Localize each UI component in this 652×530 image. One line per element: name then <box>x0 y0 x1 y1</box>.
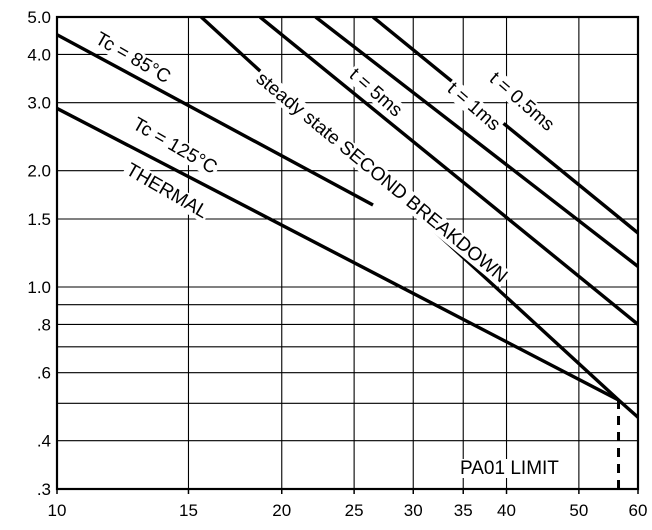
x-tick-label-60: 60 <box>629 501 648 520</box>
x-tick-label-35: 35 <box>454 501 473 520</box>
series-line-5 <box>57 106 620 402</box>
y-tick-label-3.0: 3.0 <box>27 94 51 113</box>
y-tick-label-.3: .3 <box>37 480 51 499</box>
x-tick-label-25: 25 <box>345 501 364 520</box>
label-t-1ms-bg <box>442 77 506 136</box>
y-tick-label-1.0: 1.0 <box>27 278 51 297</box>
label-thermal-bg <box>120 159 213 224</box>
y-tick-label-.6: .6 <box>37 364 51 383</box>
series-line-1 <box>314 17 638 268</box>
y-tick-label-4.0: 4.0 <box>27 45 51 64</box>
y-tick-label-2.0: 2.0 <box>27 162 51 181</box>
y-tick-label-5.0: 5.0 <box>27 8 51 27</box>
x-tick-label-50: 50 <box>569 501 588 520</box>
label-tc-85-bg <box>90 28 176 89</box>
x-tick-label-10: 10 <box>48 501 67 520</box>
plot-frame <box>55 15 640 491</box>
x-tick-label-20: 20 <box>272 501 291 520</box>
tick-labels: 10 15 20 25 30 35 40 50 60 .3 .4 .6 .8 1.0 1.5 2.0 3.0 4.… <box>27 8 647 520</box>
y-tick-label-.8: .8 <box>37 315 51 334</box>
label-steady-state-bg <box>250 67 513 288</box>
y-tick-label-.4: .4 <box>37 432 51 451</box>
series-layer <box>57 17 638 489</box>
annotations-layer: t = 0.5ms t = 1ms t = 5ms steady state S… <box>90 28 562 479</box>
x-tick-label-15: 15 <box>179 501 198 520</box>
series-line-0 <box>371 17 638 235</box>
y-tick-label-1.5: 1.5 <box>27 210 51 229</box>
x-tick-label-30: 30 <box>404 501 423 520</box>
label-t-5ms-bg <box>344 63 408 122</box>
label-t-0.5ms-bg <box>484 67 560 137</box>
x-tick-label-40: 40 <box>497 501 516 520</box>
label-pa01-limit: PA01 LIMIT <box>460 458 559 479</box>
series-line-2 <box>258 17 638 326</box>
series-line-4 <box>57 33 374 207</box>
label-pa01-limit-bg <box>458 459 562 478</box>
label-tc-125-bg <box>127 113 222 179</box>
